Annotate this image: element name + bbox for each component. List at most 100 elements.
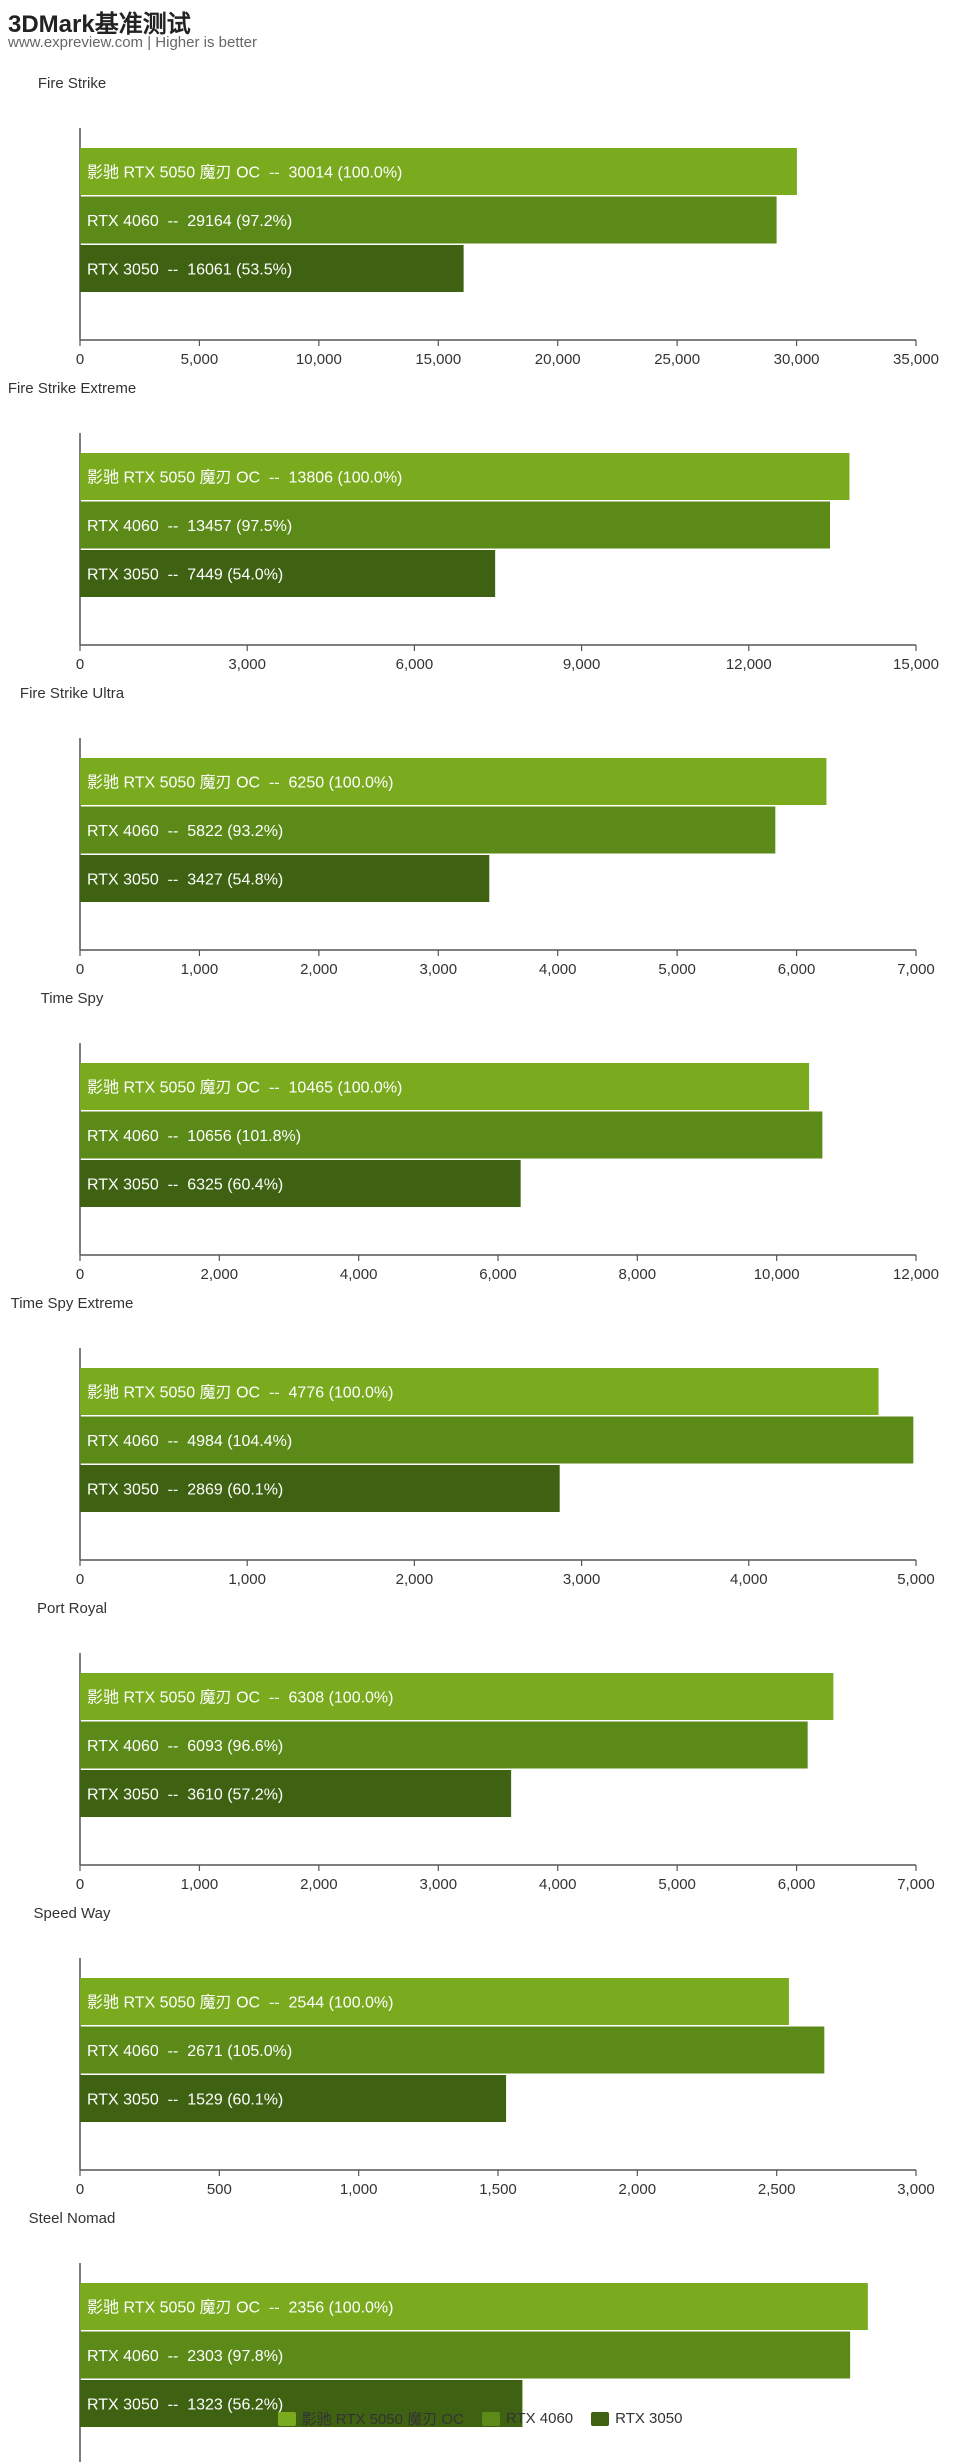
- x-tick-label: 5,000: [658, 961, 696, 978]
- x-tick-label: 1,000: [228, 1571, 266, 1588]
- x-tick-label: 500: [207, 2181, 232, 2198]
- x-tick-label: 1,000: [340, 2181, 378, 2198]
- x-tick-label: 0: [76, 1876, 84, 1893]
- page-subtitle: www.expreview.com | Higher is better: [8, 34, 257, 51]
- legend-label: 影驰 RTX 5050 魔刃 OC: [301, 2411, 464, 2428]
- x-tick-label: 4,000: [539, 1876, 577, 1893]
- x-tick-label: 3,000: [420, 961, 458, 978]
- bar-1: [80, 1978, 789, 2025]
- x-tick-label: 6,000: [396, 656, 434, 673]
- chart-title: Fire Strike Ultra: [20, 685, 125, 702]
- bar-2: [80, 806, 776, 854]
- bar-label: RTX 3050 -- 1529 (60.1%): [87, 2092, 283, 2109]
- legend-item-rtx3050[interactable]: RTX 3050: [591, 2408, 682, 2429]
- chart-1: Fire Strike 0 5,000 10,000 15,000 20,000 25,00…: [38, 75, 939, 368]
- chart-title: Speed Way: [34, 1905, 111, 1922]
- x-tick-label: 0: [76, 656, 84, 673]
- x-tick-label: 1,000: [181, 1876, 219, 1893]
- legend-swatch: [591, 2411, 610, 2426]
- legend-item-rtx5050[interactable]: 影驰 RTX 5050 魔刃 OC: [277, 2408, 464, 2429]
- bar-label: 影驰 RTX 5050 魔刃 OC -- 10465 (100.0%): [87, 1079, 402, 1097]
- x-tick-label: 9,000: [563, 656, 601, 673]
- x-tick-label: 2,000: [396, 1571, 434, 1588]
- x-tick-label: 30,000: [774, 351, 820, 368]
- bar-label: RTX 3050 -- 16061 (53.5%): [87, 262, 292, 279]
- bar-2: [80, 501, 831, 549]
- x-tick-label: 7,000: [897, 1876, 935, 1893]
- bar-2: [80, 1111, 823, 1159]
- bar-3: [80, 550, 496, 597]
- chart-title: Time Spy: [41, 990, 104, 1007]
- x-tick-label: 1,000: [181, 961, 219, 978]
- x-tick-label: 1,500: [479, 2181, 517, 2198]
- bar-1: [80, 2283, 868, 2330]
- legend-label: RTX 4060: [505, 2410, 574, 2427]
- bar-3: [80, 1160, 521, 1207]
- bar-2: [80, 2026, 825, 2074]
- page-title: 3DMark基准测试: [8, 11, 191, 38]
- legend-item-rtx4060[interactable]: RTX 4060: [481, 2408, 574, 2429]
- x-tick-label: 2,000: [201, 1266, 239, 1283]
- x-tick-label: 3,000: [897, 2181, 935, 2198]
- bar-label: RTX 4060 -- 4984 (104.4%): [87, 1433, 292, 1450]
- x-tick-label: 3,000: [228, 656, 266, 673]
- x-tick-label: 10,000: [754, 1266, 800, 1283]
- x-tick-label: 25,000: [654, 351, 700, 368]
- bar-label: 影驰 RTX 5050 魔刃 OC -- 13806 (100.0%): [87, 469, 402, 487]
- bar-label: RTX 3050 -- 3610 (57.2%): [87, 1787, 283, 1804]
- x-tick-label: 0: [76, 351, 84, 368]
- legend-label: RTX 3050: [615, 2410, 683, 2427]
- x-tick-label: 15,000: [893, 656, 939, 673]
- legend-swatch: [277, 2411, 296, 2426]
- x-tick-label: 2,000: [619, 2181, 657, 2198]
- x-tick-label: 2,000: [300, 1876, 338, 1893]
- x-tick-label: 12,000: [893, 1266, 939, 1283]
- bar-label: RTX 3050 -- 6325 (60.4%): [87, 1177, 283, 1194]
- bar-label: 影驰 RTX 5050 魔刃 OC -- 2544 (100.0%): [87, 1994, 394, 2012]
- x-tick-label: 4,000: [730, 1571, 768, 1588]
- bar-1: [80, 1673, 834, 1720]
- bar-1: [80, 758, 827, 805]
- bar-label: 影驰 RTX 5050 魔刃 OC -- 30014 (100.0%): [87, 164, 402, 182]
- chart-title: Fire Strike Extreme: [8, 380, 136, 397]
- bar-label: RTX 3050 -- 7449 (54.0%): [87, 567, 283, 584]
- x-tick-label: 6,000: [778, 961, 816, 978]
- chart-2: Fire Strike Extreme 0 3,000 6,000 9,000 12,00…: [8, 380, 939, 673]
- x-tick-label: 6,000: [479, 1266, 517, 1283]
- bar-label: RTX 4060 -- 13457 (97.5%): [87, 518, 292, 535]
- x-tick-label: 35,000: [893, 351, 939, 368]
- bar-label: RTX 4060 -- 10656 (101.8%): [87, 1128, 301, 1145]
- legend-swatch: [481, 2411, 500, 2426]
- bar-1: [80, 148, 797, 195]
- bar-label: 影驰 RTX 5050 魔刃 OC -- 6250 (100.0%): [87, 774, 394, 792]
- chart-legend: 影驰 RTX 5050 魔刃 OC RTX 4060 RTX 3050: [0, 2408, 960, 2429]
- x-tick-label: 15,000: [415, 351, 461, 368]
- chart-title: Steel Nomad: [29, 2210, 116, 2227]
- bar-label: RTX 3050 -- 3427 (54.8%): [87, 872, 283, 889]
- bar-label: 影驰 RTX 5050 魔刃 OC -- 4776 (100.0%): [87, 1384, 394, 1402]
- x-tick-label: 4,000: [539, 961, 577, 978]
- bar-2: [80, 196, 777, 244]
- x-tick-label: 2,500: [758, 2181, 796, 2198]
- bar-1: [80, 1063, 810, 1110]
- bar-3: [80, 2380, 523, 2427]
- chart-4: Time Spy 0 2,000 4,000 6,000 8,000 10,000 12,00…: [41, 990, 939, 1283]
- x-tick-label: 5,000: [658, 1876, 696, 1893]
- chart-title: Time Spy Extreme: [11, 1295, 134, 1312]
- x-tick-label: 3,000: [563, 1571, 601, 1588]
- bar-3: [80, 1770, 512, 1817]
- bar-2: [80, 2331, 851, 2379]
- bar-3: [80, 2075, 507, 2122]
- bar-label: RTX 3050 -- 2869 (60.1%): [87, 1482, 283, 1499]
- x-tick-label: 6,000: [778, 1876, 816, 1893]
- bar-3: [80, 245, 464, 292]
- bar-label: 影驰 RTX 5050 魔刃 OC -- 6308 (100.0%): [87, 1689, 394, 1707]
- bar-1: [80, 1368, 879, 1415]
- x-tick-label: 0: [76, 1571, 84, 1588]
- bar-3: [80, 1465, 560, 1512]
- x-tick-label: 12,000: [726, 656, 772, 673]
- chart-title: Port Royal: [37, 1600, 107, 1617]
- chart-title: Fire Strike: [38, 75, 106, 92]
- bar-2: [80, 1721, 808, 1769]
- x-tick-label: 4,000: [340, 1266, 378, 1283]
